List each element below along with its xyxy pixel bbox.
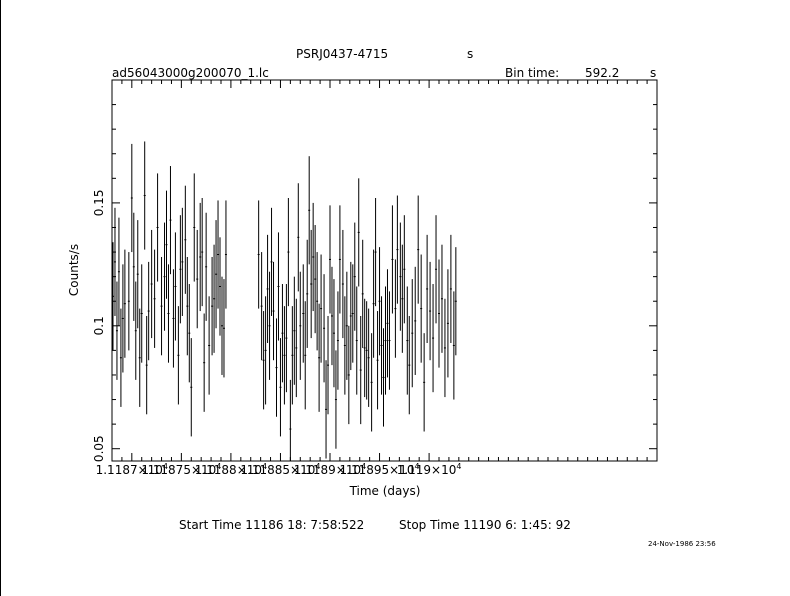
x-tick-label: 1.119×104 — [397, 462, 462, 477]
y-tick-label: 0.05 — [92, 435, 106, 462]
x-tick-label: 1.11895×104 — [340, 462, 420, 477]
stop-time: Stop Time 11190 6: 1:45: 92 — [399, 518, 571, 532]
y-tick-label: 0.1 — [92, 316, 106, 335]
x-tick-label: 1.1187×104 — [96, 462, 168, 477]
x-tick-label: 1.1188×104 — [195, 462, 267, 477]
bin-time-unit: s — [650, 66, 657, 80]
left-frame-edge — [0, 0, 1, 596]
error-bars — [111, 141, 457, 461]
plot-frame — [111, 79, 658, 462]
x-axis-label: Time (days) — [349, 484, 421, 498]
y-axis-label: Counts/s — [67, 244, 81, 296]
bin-time-label: Bin time: — [505, 66, 560, 80]
object-name: PSRJ0437-4715 — [296, 47, 389, 61]
date-stamp: 24-Nov-1986 23:56 — [648, 540, 716, 548]
x-tick-label: 1.11885×104 — [240, 462, 320, 477]
bin-time-value: 592.2 — [585, 66, 620, 80]
x-tick-label: 1.11875×104 — [141, 462, 221, 477]
x-tick-label: 1.1189×104 — [294, 462, 366, 477]
y-tick-label: 0.15 — [92, 190, 106, 217]
lightcurve-filename: ad56043000g200070_1.lc — [112, 66, 269, 80]
tick-labels: 1.1187×1041.11875×1041.1188×1041.11885×1… — [92, 190, 461, 477]
object-unit: s — [467, 47, 474, 61]
start-time: Start Time 11186 18: 7:58:522 — [179, 518, 365, 532]
